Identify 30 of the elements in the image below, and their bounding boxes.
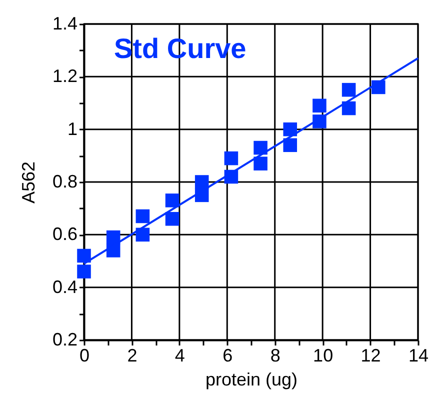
y-tick-label: 0.6 — [52, 224, 78, 244]
point — [254, 156, 268, 170]
point — [136, 209, 150, 224]
x-tick-label: 12 — [360, 346, 381, 366]
x-tick-label: 6 — [222, 346, 233, 366]
point — [77, 248, 91, 263]
point — [254, 140, 268, 155]
point — [224, 151, 238, 166]
x-tick-label: 2 — [127, 346, 138, 366]
point — [312, 98, 326, 113]
point — [194, 175, 209, 189]
x-tick-label: 14 — [408, 346, 429, 366]
y-tick-label: 1.4 — [52, 14, 78, 34]
x-tick-label: 10 — [313, 346, 334, 366]
point — [342, 82, 356, 97]
point — [283, 122, 298, 136]
y-tick-label: 0.8 — [52, 172, 78, 192]
x-tick-label: 8 — [270, 346, 280, 366]
x-axis-title: protein (ug) — [205, 370, 298, 390]
y-tick-label: 0.4 — [52, 276, 78, 297]
x-tick-label: 4 — [174, 346, 185, 366]
y-tick-label: 1.2 — [52, 66, 78, 86]
y-tick-label: 0.2 — [52, 330, 78, 350]
point — [283, 138, 298, 152]
point — [165, 212, 180, 226]
x-tick-label: 0 — [79, 346, 90, 366]
y-axis-title: A562 — [18, 161, 38, 204]
y-tick-label: 1 — [67, 118, 78, 139]
point — [165, 194, 180, 208]
point — [77, 264, 91, 278]
